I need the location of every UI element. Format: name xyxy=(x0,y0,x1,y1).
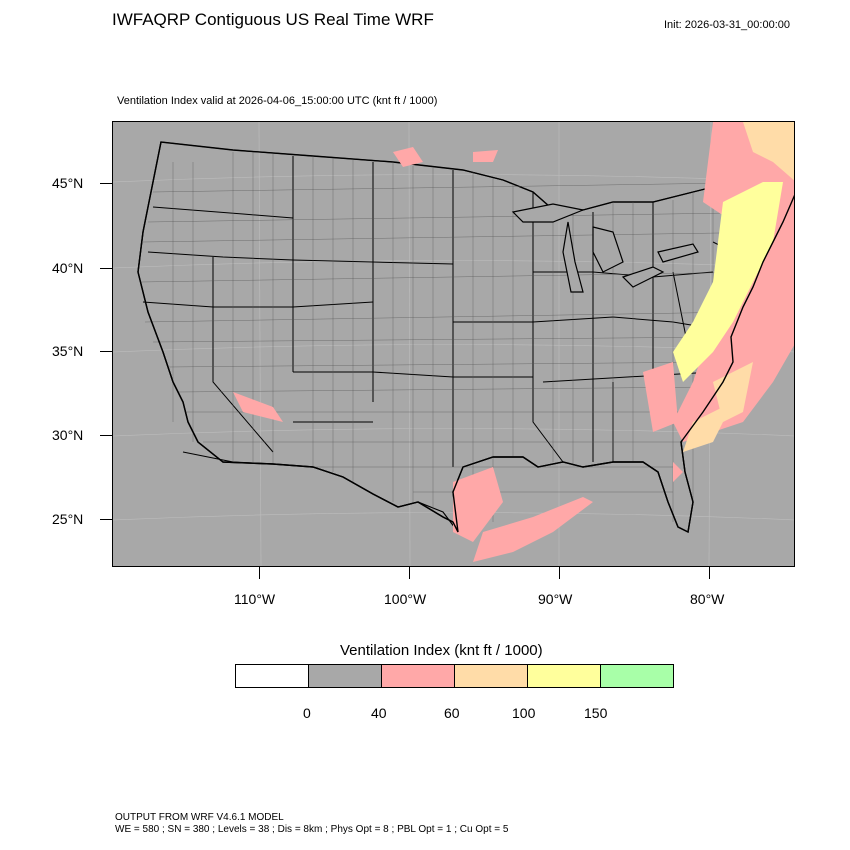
lon-tick xyxy=(409,567,410,579)
vi-100-150-areas xyxy=(673,182,783,382)
lat-tick xyxy=(100,519,112,520)
map-title: IWFAQRP Contiguous US Real Time WRF xyxy=(112,10,434,29)
init-time-label: Init: 2026-03-31_00:00:00 xyxy=(664,19,790,31)
legend-swatch-yellow xyxy=(527,664,601,688)
legend-swatch-pink xyxy=(381,664,455,688)
legend-label-0: 0 xyxy=(303,705,311,721)
valid-time-label: Ventilation Index valid at 2026-04-06_15… xyxy=(117,95,438,107)
lat-tick xyxy=(100,268,112,269)
legend-swatch-white xyxy=(235,664,309,688)
legend-swatch-orange xyxy=(454,664,528,688)
footer-config-line: WE = 580 ; SN = 380 ; Levels = 38 ; Dis … xyxy=(115,824,509,835)
lat-tick xyxy=(100,351,112,352)
lon-tick xyxy=(559,567,560,579)
lat-label-45: 45°N xyxy=(52,175,84,191)
lat-label-25: 25°N xyxy=(52,511,84,527)
legend-swatch-gray xyxy=(308,664,382,688)
great-lakes xyxy=(511,203,699,293)
legend-colorbar xyxy=(235,664,674,688)
legend-swatch-green xyxy=(600,664,674,688)
legend-label-150: 150 xyxy=(584,705,608,721)
lon-tick xyxy=(709,567,710,579)
lat-label-35: 35°N xyxy=(52,343,84,359)
us-coastline xyxy=(137,141,794,534)
map-panel xyxy=(112,121,795,567)
legend-label-100: 100 xyxy=(512,705,536,721)
lon-label-80w: 80°W xyxy=(690,591,725,607)
lon-label-110w: 110°W xyxy=(234,591,276,607)
lon-tick xyxy=(259,567,260,579)
lat-label-40: 40°N xyxy=(52,260,84,276)
lat-label-30: 30°N xyxy=(52,427,84,443)
legend-title: Ventilation Index (knt ft / 1000) xyxy=(340,642,543,659)
lon-label-100w: 100°W xyxy=(384,591,427,607)
us-map xyxy=(113,122,794,566)
lat-tick xyxy=(100,183,112,184)
lat-tick xyxy=(100,435,112,436)
legend-label-60: 60 xyxy=(444,705,460,721)
footer-model-line: OUTPUT FROM WRF V4.6.1 MODEL xyxy=(115,812,284,823)
vi-60-100-areas xyxy=(683,122,794,452)
legend-label-40: 40 xyxy=(371,705,387,721)
lon-label-90w: 90°W xyxy=(538,591,573,607)
